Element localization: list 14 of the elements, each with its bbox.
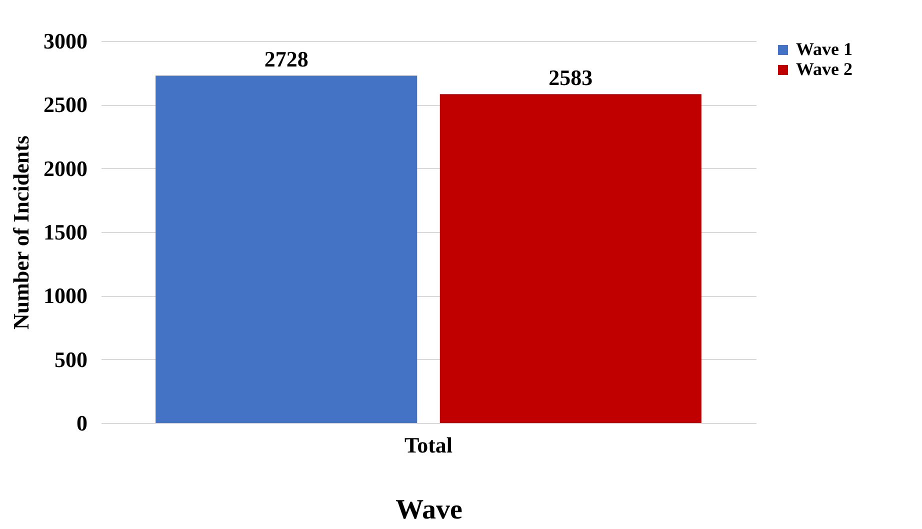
y-tick-label: 2000	[44, 156, 88, 181]
y-tick-label: 1000	[44, 283, 88, 308]
data-label: 2728	[264, 46, 308, 72]
y-tick-label: 3000	[44, 28, 88, 54]
y-tick-label: 1500	[44, 220, 88, 244]
y-tick-label: 0	[76, 410, 88, 436]
x-axis-title: Wave	[396, 494, 462, 526]
data-label: 2583	[548, 65, 593, 90]
y-tick-label: 500	[54, 346, 88, 372]
y-tick-label: 2500	[44, 92, 88, 118]
x-tick-label: Total	[404, 432, 453, 458]
y-axis-title: Number of Incidents	[8, 135, 34, 330]
legend-label: Wave 1	[796, 39, 852, 59]
legend-label: Wave 2	[796, 59, 852, 79]
